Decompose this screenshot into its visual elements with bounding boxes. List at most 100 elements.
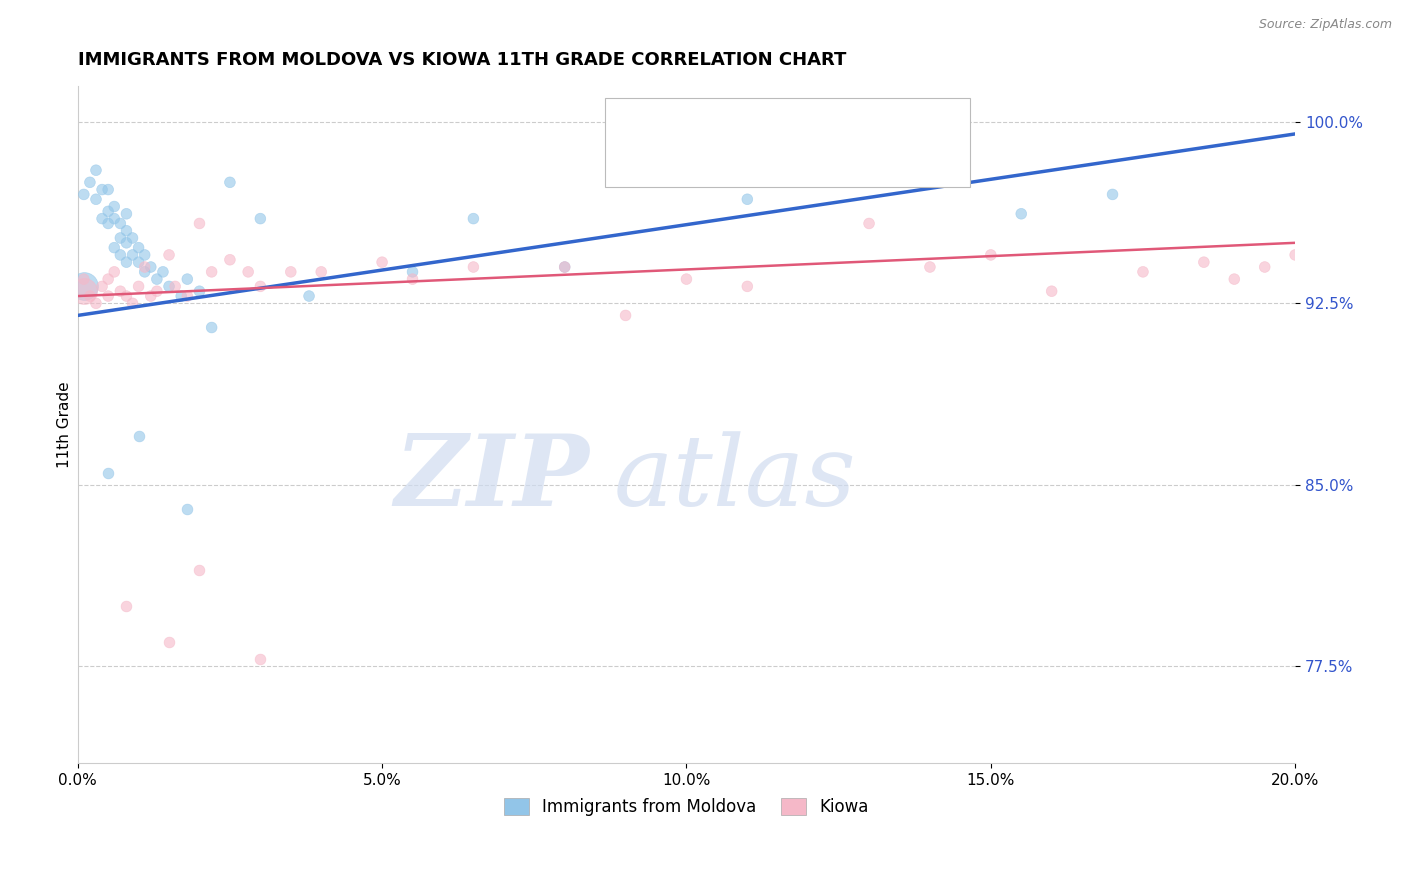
Point [84,192,107,206]
Point [128,255,150,269]
Point [157,635,180,649]
Point [249,279,271,293]
Point [97,466,120,480]
Point [91,279,114,293]
Point [176,272,198,286]
Point [170,289,193,303]
Point [115,235,138,250]
Point [219,175,242,189]
Point [157,279,180,293]
Point [858,163,880,178]
Point [97,217,120,231]
Text: Source: ZipAtlas.com: Source: ZipAtlas.com [1258,18,1392,31]
Text: R =: R = [654,153,696,172]
Point [115,289,138,303]
Point [128,241,150,255]
Point [139,289,162,303]
Point [980,248,1002,262]
Point [121,248,143,262]
Point [121,231,143,245]
Point [134,260,156,274]
Point [110,231,132,245]
Point [918,260,941,274]
Point [737,192,759,206]
Point [401,272,423,286]
Point [115,207,138,221]
Point [188,284,211,298]
Point [134,265,156,279]
Point [176,502,198,516]
Point [121,296,143,310]
Point [110,217,132,231]
Point [371,255,394,269]
Point [73,279,96,293]
Point [1132,265,1154,279]
Text: N =: N = [778,153,821,172]
Text: ZIP: ZIP [394,430,589,527]
Point [249,652,271,666]
Point [97,289,120,303]
Point [91,183,114,197]
Point [134,248,156,262]
Text: 0.359: 0.359 [710,113,772,132]
Point [115,224,138,238]
Point [858,217,880,231]
Text: 40: 40 [834,153,860,172]
Point [463,211,485,226]
Y-axis label: 11th Grade: 11th Grade [58,381,72,467]
Point [84,163,107,178]
Point [249,211,271,226]
Text: 43: 43 [834,113,860,132]
Point [79,289,101,303]
Point [128,279,150,293]
Point [146,284,169,298]
Point [401,265,423,279]
Point [1101,187,1123,202]
Text: ■: ■ [626,111,650,135]
Point [737,279,759,293]
Point [554,260,576,274]
Point [238,265,260,279]
Text: IMMIGRANTS FROM MOLDOVA VS KIOWA 11TH GRADE CORRELATION CHART: IMMIGRANTS FROM MOLDOVA VS KIOWA 11TH GR… [77,51,846,69]
Point [219,252,242,267]
Point [1192,255,1215,269]
Text: atlas: atlas [613,431,856,526]
Point [73,187,96,202]
Point [188,562,211,576]
Legend: Immigrants from Moldova, Kiowa: Immigrants from Moldova, Kiowa [498,791,876,822]
Point [554,260,576,274]
Point [309,265,332,279]
Point [165,279,187,293]
Point [1254,260,1277,274]
Point [97,183,120,197]
Point [103,211,125,226]
Point [115,255,138,269]
Point [201,320,224,334]
Point [110,284,132,298]
Point [1010,207,1032,221]
Point [614,309,637,323]
Point [176,289,198,303]
Point [280,265,302,279]
Point [463,260,485,274]
Text: ■: ■ [626,151,650,175]
Point [91,211,114,226]
Point [110,248,132,262]
Point [1223,272,1246,286]
Point [115,599,138,613]
Text: 0.163: 0.163 [710,153,772,172]
Point [79,175,101,189]
Point [675,272,697,286]
Point [188,217,211,231]
Point [152,265,174,279]
Point [97,272,120,286]
Point [201,265,224,279]
Point [1040,284,1063,298]
Point [103,200,125,214]
Point [298,289,321,303]
Point [103,241,125,255]
Text: R =: R = [654,113,696,132]
Text: N =: N = [778,113,821,132]
Point [73,272,96,286]
Point [157,248,180,262]
